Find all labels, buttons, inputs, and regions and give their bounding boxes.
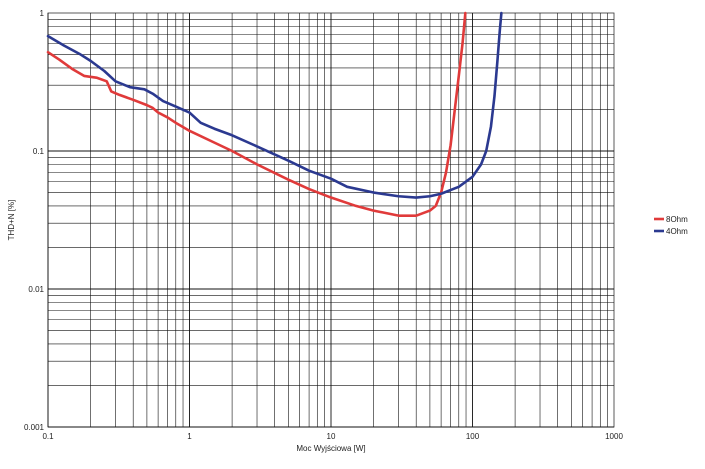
chart-legend: 8Ohm 4Ohm [650,212,694,238]
y-tick-label: 0.001 [24,423,45,432]
legend-label: 8Ohm [666,215,688,224]
x-tick-label: 1000 [605,432,623,441]
x-tick-label: 1 [187,432,192,441]
series-line-8ohm [46,11,467,217]
y-tick-label: 0.1 [33,147,45,156]
legend-label: 4Ohm [666,227,688,236]
x-axis-title: Moc Wyjściowa [W] [296,444,365,453]
tick-labels: 0.1 1 10 100 1000 0.001 0.01 0.1 1 [24,9,623,441]
y-tick-label: 0.01 [28,285,44,294]
x-tick-label: 10 [327,432,336,441]
x-tick-label: 100 [466,432,480,441]
y-axis-title: THD+N [%] [7,200,16,241]
series-lines [46,11,503,217]
series-line-4ohm [46,11,503,199]
grid-lines [47,13,614,428]
legend-box [650,212,694,238]
x-tick-label: 0.1 [42,432,54,441]
y-tick-label: 1 [40,9,45,18]
